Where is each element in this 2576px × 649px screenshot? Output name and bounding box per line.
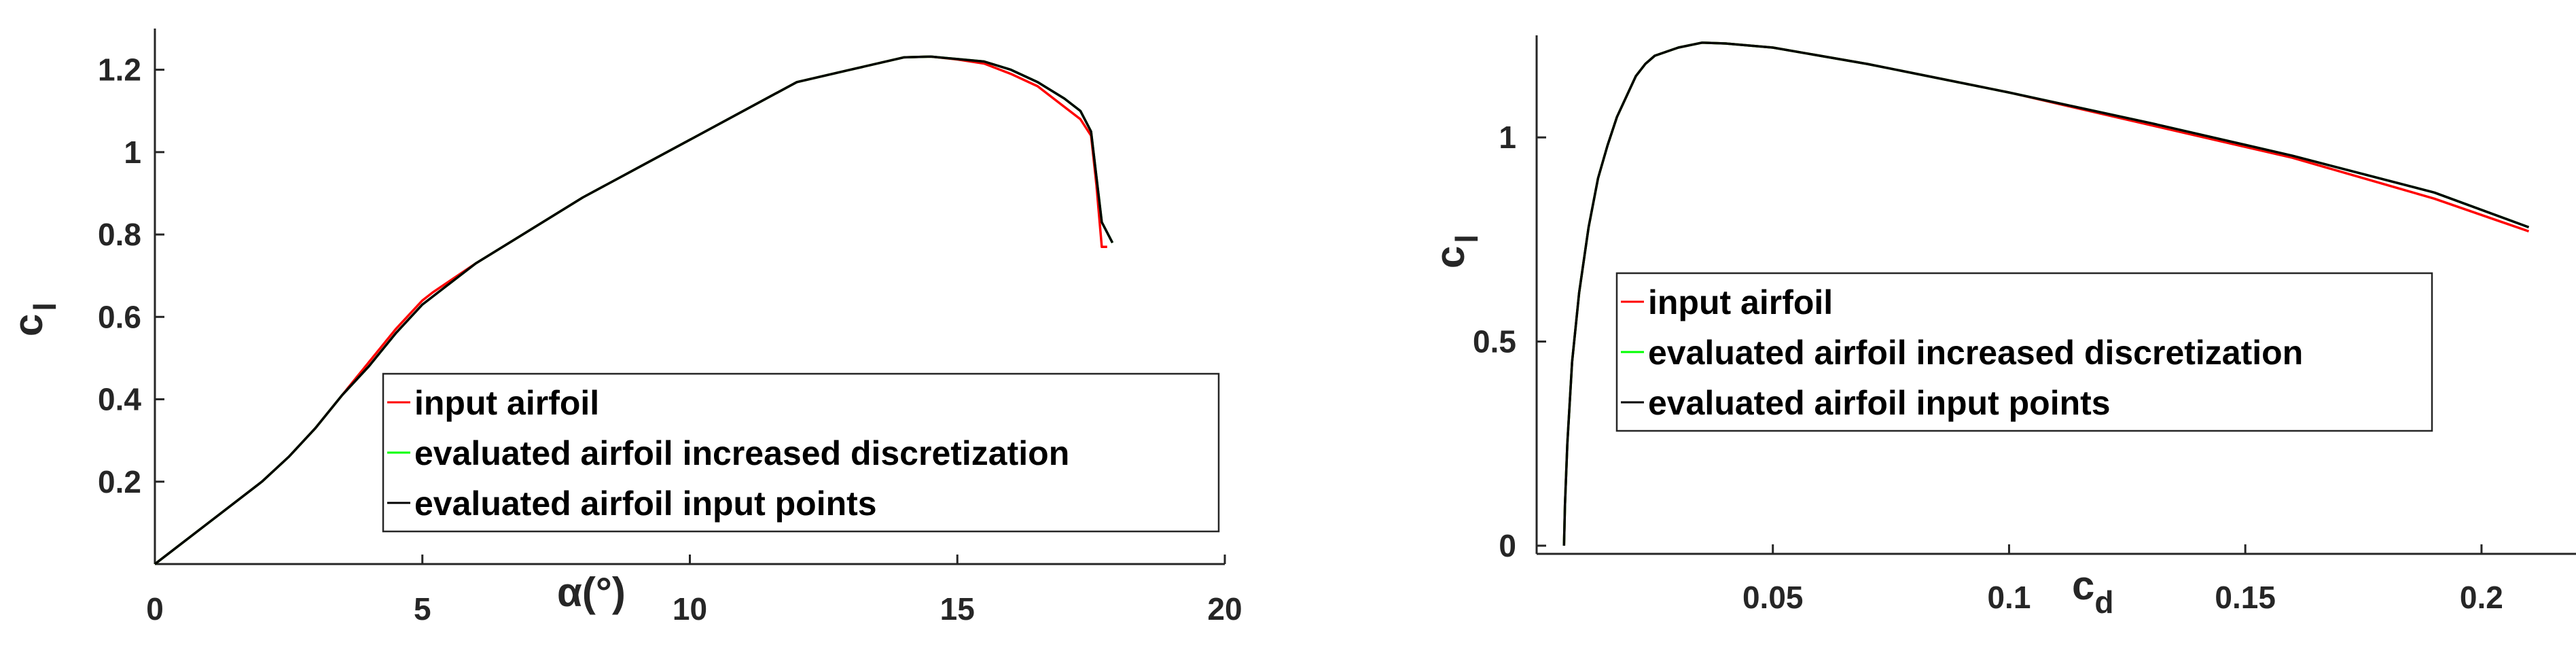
legend-entry: input airfoil — [414, 384, 599, 422]
legend-entry: evaluated airfoil increased discretizati… — [414, 434, 1069, 472]
y-tick-label: 0.8 — [98, 217, 141, 252]
legend-entry: evaluated airfoil increased discretizati… — [1648, 334, 2303, 372]
x-tick-label: 15 — [940, 591, 975, 627]
x-axis-label-subscript: d — [2094, 584, 2113, 620]
legend-entry: input airfoil — [1648, 283, 1833, 321]
y-axis-label: cl — [1427, 234, 1484, 268]
legend: input airfoil evaluated airfoil increased… — [382, 372, 1220, 533]
legend-box — [382, 372, 1220, 533]
x-tick-label: 0.1 — [1987, 580, 2031, 615]
y-tick-label: 0 — [1499, 528, 1516, 563]
y-axis-label-subscript: l — [1449, 234, 1484, 243]
x-tick-label: 5 — [414, 591, 431, 627]
x-axis-label: cd — [2072, 563, 2113, 620]
series-line-3 — [154, 55, 1114, 565]
y-tick-label: 0.6 — [98, 299, 141, 334]
x-tick-label: 0.15 — [2215, 580, 2276, 615]
y-tick-label: 1.2 — [98, 52, 141, 88]
chart-panel-2: 0.05 0.1 0.15 0.2 0 0.5 1 cd cl input airfoil eval… — [1427, 35, 2576, 620]
legend-entry: evaluated airfoil input points — [414, 485, 877, 523]
x-tick-label: 0 — [146, 591, 164, 627]
x-tick-label: 0.2 — [2460, 580, 2503, 615]
y-tick-label: 1 — [1499, 120, 1516, 155]
y-axis-label: cl — [5, 302, 62, 336]
y-axis-label-subscript: l — [27, 302, 62, 311]
legend-entry: evaluated airfoil input points — [1648, 384, 2111, 422]
x-tick-label: 20 — [1207, 591, 1242, 627]
y-tick-label: 0.5 — [1473, 324, 1516, 359]
y-tick-label: 0.4 — [98, 382, 141, 417]
x-tick-label: 10 — [673, 591, 707, 627]
x-tick-label: 0.05 — [1742, 580, 1804, 615]
series-line-3 — [1562, 41, 2530, 546]
legend-box — [1615, 272, 2433, 432]
legend: input airfoil evaluated airfoil increased… — [1615, 272, 2433, 432]
x-axis-label: α(°) — [557, 569, 626, 615]
chart-panel-1: 0 5 10 15 20 0.2 0.4 0.6 0.8 1 1.2 α(°) cl input airf… — [5, 29, 1242, 627]
y-tick-label: 1 — [124, 135, 141, 170]
y-tick-label: 0.2 — [98, 464, 141, 499]
